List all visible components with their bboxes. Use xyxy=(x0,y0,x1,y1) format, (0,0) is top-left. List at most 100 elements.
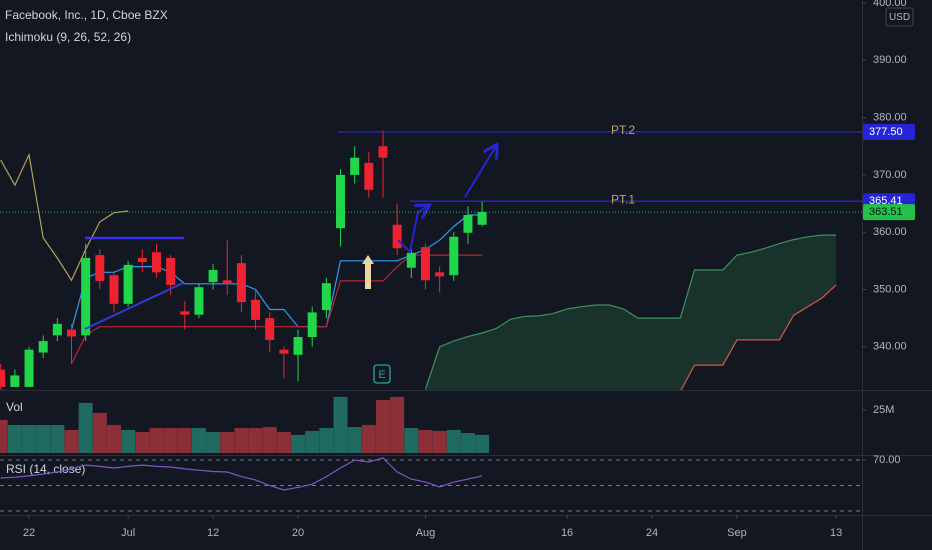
volume-bar xyxy=(347,427,362,454)
volume-bar xyxy=(475,434,490,454)
arrow xyxy=(464,146,496,198)
volume-label: Vol xyxy=(6,400,23,414)
x-tick-label: 20 xyxy=(292,527,304,539)
up-arrow-icon xyxy=(362,255,374,289)
candle-body xyxy=(435,272,445,277)
y-tick-label: 380.00 xyxy=(873,111,907,123)
volume-bar xyxy=(22,424,37,454)
y-tick-label: 370.00 xyxy=(873,169,907,181)
chart-title: Facebook, Inc., 1D, Cboe BZX xyxy=(5,8,168,22)
currency-box[interactable] xyxy=(885,7,914,27)
candle-body xyxy=(293,337,303,355)
candle-body xyxy=(180,311,190,315)
price-tag xyxy=(863,123,915,140)
candle-body xyxy=(123,264,133,304)
y-tick-label: 350.00 xyxy=(873,283,907,295)
volume-bar xyxy=(0,419,8,454)
candle-body xyxy=(406,252,416,268)
volume-bar xyxy=(64,429,79,454)
y-tick-label: 340.00 xyxy=(873,341,907,353)
volume-bar xyxy=(418,429,433,454)
volume-bar xyxy=(50,424,65,454)
volume-bar xyxy=(262,427,277,454)
volume-bar xyxy=(432,430,447,454)
candle-body xyxy=(52,323,62,336)
volume-bar xyxy=(121,429,136,454)
volume-bar xyxy=(149,428,164,454)
candle-body xyxy=(463,214,473,233)
indicator-line xyxy=(0,457,483,491)
candle-body xyxy=(236,263,246,303)
candle-body xyxy=(81,257,91,336)
volume-bar xyxy=(276,432,291,454)
volume-bar xyxy=(36,424,51,454)
volume-bar xyxy=(333,396,348,454)
indicator-label: Ichimoku (9, 26, 52, 26) xyxy=(5,30,131,44)
x-tick-label: 16 xyxy=(561,527,573,539)
currency-label[interactable]: USD xyxy=(889,12,910,23)
price-tag-label: 363.51 xyxy=(869,206,903,218)
price-tag-label: 377.50 xyxy=(869,126,903,138)
volume-bar xyxy=(404,428,419,454)
volume-bar xyxy=(390,396,405,454)
candle-body xyxy=(449,236,459,276)
cloud-layer xyxy=(425,235,837,390)
candle-body xyxy=(321,283,331,311)
candle-body xyxy=(477,212,487,225)
drawings xyxy=(84,146,496,384)
target-label: PT.1 xyxy=(611,192,635,206)
candle-body xyxy=(420,247,430,281)
indicator-line xyxy=(424,234,837,390)
volume-bar xyxy=(361,424,376,454)
candle-body xyxy=(0,369,6,387)
y-tick-label: 70.00 xyxy=(873,454,901,466)
volume-bar xyxy=(163,428,178,454)
candle-body xyxy=(378,146,388,158)
candle-body xyxy=(10,375,20,387)
x-tick-label: 12 xyxy=(207,527,219,539)
cloud xyxy=(425,235,837,390)
candle-body xyxy=(208,270,218,283)
candle-body xyxy=(38,341,48,353)
volume-bar xyxy=(220,432,235,454)
y-tick-label: 25M xyxy=(873,404,894,416)
volume-bar xyxy=(319,428,334,454)
candle-body xyxy=(194,287,204,315)
volume-bar xyxy=(7,424,22,454)
candle-body xyxy=(109,275,119,304)
candle-body xyxy=(307,312,317,338)
volume-bar xyxy=(376,399,391,454)
candle-body xyxy=(279,349,289,354)
volume-bar xyxy=(305,430,320,454)
volume-bar xyxy=(446,429,461,454)
price-layer xyxy=(0,130,837,390)
candle-body xyxy=(222,280,232,284)
volume-bar xyxy=(78,402,93,454)
candle-body xyxy=(350,157,360,175)
x-tick-label: Jul xyxy=(121,527,135,539)
volume-bar xyxy=(460,433,475,454)
indicator-line xyxy=(0,152,129,282)
x-tick-label: Sep xyxy=(727,527,747,539)
candle-body xyxy=(137,257,147,262)
volume-bar xyxy=(291,434,306,454)
candle-body xyxy=(364,162,374,190)
candle-body xyxy=(67,329,77,337)
y-tick-label: 400.00 xyxy=(873,0,907,9)
earnings-icon xyxy=(373,364,391,384)
x-tick-label: 22 xyxy=(23,527,35,539)
price-tag xyxy=(863,204,915,221)
volume-bar xyxy=(234,428,249,454)
volume-bar xyxy=(177,428,192,454)
volume-bar xyxy=(248,428,263,454)
volume-bar xyxy=(106,424,121,454)
y-tick-label: 390.00 xyxy=(873,54,907,66)
earnings-label: E xyxy=(378,369,385,381)
arrow xyxy=(397,206,428,255)
volume-bar xyxy=(135,432,150,454)
volume-bar xyxy=(206,432,221,454)
candle-body xyxy=(265,318,275,340)
candle-body xyxy=(166,257,176,285)
